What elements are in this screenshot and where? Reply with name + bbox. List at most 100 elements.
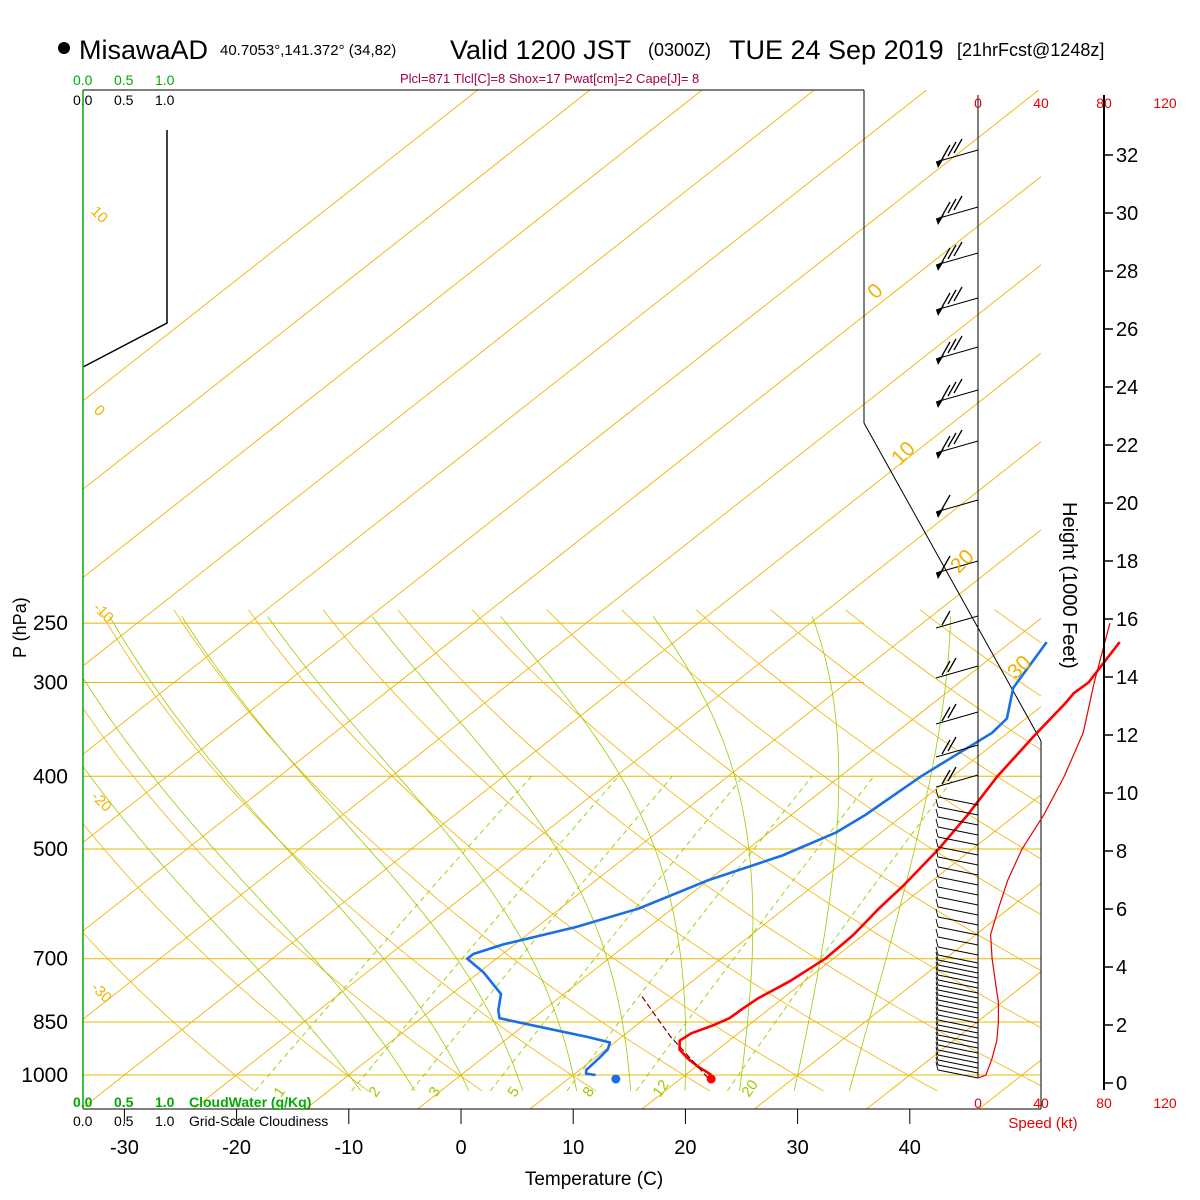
wind-barb: [935, 555, 979, 579]
wind-barb-staff: [937, 836, 979, 846]
height-tick-label: 14: [1116, 667, 1138, 689]
wind-barb-staff: [937, 796, 979, 806]
wind-barb-staff: [937, 936, 979, 946]
wind-barb-flag: [941, 292, 951, 308]
wind-barb-flag: [935, 868, 939, 878]
wind-barb-pennant: [936, 355, 944, 365]
wind-barb: [935, 848, 979, 866]
wind-barb: [935, 429, 979, 459]
wind-barb: [935, 610, 979, 629]
dry-adiabat-line: [322, 609, 938, 1092]
wind-barb: [935, 938, 979, 956]
wind-barb-flag: [935, 808, 939, 818]
wind-barb-staff: [935, 252, 979, 266]
speed-tick-label: 40: [1033, 95, 1049, 111]
wind-barb: [935, 766, 979, 788]
wind-barb-flag: [935, 838, 939, 848]
wind-barb: [935, 1061, 979, 1079]
height-tick-label: 2: [1116, 1015, 1127, 1037]
temperature-tick-label: 20: [674, 1137, 696, 1159]
wind-barb: [935, 808, 979, 826]
wind-barb-staff: [937, 856, 979, 866]
wind-barb-pennant: [936, 215, 944, 225]
wind-barb-flag: [935, 991, 939, 1001]
wind-barb-staff: [937, 946, 979, 956]
dry-adiabat-line: [83, 707, 483, 1092]
wind-barb-flag: [953, 241, 963, 257]
wind-barb-flag: [935, 976, 939, 986]
wind-barb: [935, 1036, 979, 1054]
wind-speed-panel: 0040408080120120Speed (kt): [974, 95, 1177, 1132]
wind-barb-flag: [941, 144, 951, 160]
wind-barb-staff: [937, 959, 979, 969]
pressure-tick-label: 1000: [21, 1064, 68, 1087]
dry-adiabat-line: [83, 932, 255, 1092]
wind-barb-staff: [937, 846, 979, 856]
wind-barb-staff: [935, 774, 979, 788]
wind-barb-flag: [935, 966, 939, 976]
wind-barb-staff: [935, 499, 979, 513]
pressure-tick-label: 700: [33, 948, 68, 971]
cloudiness-tick: 1.0: [155, 1113, 175, 1129]
isotherm-line: [83, 90, 815, 667]
wind-barb-flag: [935, 1061, 939, 1071]
wind-barb: [935, 1046, 979, 1064]
speed-axis-label: Speed (kt): [1008, 1115, 1077, 1132]
temperature-profile-line: [678, 641, 1121, 1077]
wind-barb-staff: [937, 1059, 979, 1069]
wind-barb-flag: [941, 341, 951, 357]
wind-barb-staff: [937, 1064, 979, 1074]
mixing-ratio-label: 5: [504, 1084, 523, 1101]
wind-barb-flag: [941, 435, 951, 451]
pressure-tick-label: 850: [33, 1011, 68, 1034]
dry-adiabat-line: [248, 609, 824, 1092]
wind-barb-flag: [941, 739, 951, 755]
mixing-ratio-label: 12: [649, 1077, 672, 1100]
height-tick-label: 16: [1116, 609, 1138, 631]
wind-barb-flag: [935, 878, 939, 888]
moist-adiabat-line: [848, 616, 951, 1091]
wind-barb-staff: [937, 984, 979, 994]
wind-barb-flag: [935, 1016, 939, 1026]
wind-barb-flag: [935, 938, 939, 948]
pressure-tick-label: 300: [33, 672, 68, 695]
wind-barb: [935, 1016, 979, 1034]
speed-tick-label: 0: [974, 95, 982, 111]
isotherm-line: [83, 352, 1041, 1109]
speed-tick-label: 120: [1153, 95, 1177, 111]
wind-barb-staff: [935, 440, 979, 454]
wind-barb-staff: [937, 1004, 979, 1014]
isotherm-line: [83, 90, 703, 579]
wind-barb-flag: [935, 1021, 939, 1031]
wind-barb-flag: [941, 247, 951, 263]
mixing-ratio-line: [727, 776, 956, 1092]
wind-barb-flag: [935, 951, 939, 961]
wind-barb-pennant: [936, 158, 944, 168]
pressure-tick-label: 500: [33, 838, 68, 861]
wind-barb: [935, 703, 979, 725]
wind-barb-flag: [953, 195, 963, 211]
height-tick-label: 20: [1116, 493, 1138, 515]
temperature-tick-label: -20: [222, 1137, 251, 1159]
isotherm-line: [83, 176, 1041, 932]
dry-adiabat-line: [845, 609, 1041, 751]
dewpoint-profile-line: [465, 641, 1048, 1077]
wind-barb-flag: [947, 736, 957, 752]
isotherm-line: [83, 90, 927, 755]
moist-adiabat-line: [793, 616, 840, 1091]
wind-barb-staff: [937, 974, 979, 984]
valid-date: TUE 24 Sep 2019: [729, 35, 944, 65]
forecast-tag: [21hrFcst@1248z]: [957, 40, 1104, 60]
isotherm-line: [83, 90, 1040, 844]
height-tick-label: 18: [1116, 551, 1138, 573]
wind-barb-flag: [935, 858, 939, 868]
moist-adiabat-line: [109, 616, 470, 1092]
wind-barb: [935, 1006, 979, 1024]
wind-barb-staff: [937, 1009, 979, 1019]
wind-barb-staff: [937, 999, 979, 1009]
wind-barb-staff: [937, 1034, 979, 1044]
wind-barb-flag: [935, 1006, 939, 1016]
wind-barb-staff: [937, 926, 979, 936]
pressure-tick-label: 250: [33, 612, 68, 635]
